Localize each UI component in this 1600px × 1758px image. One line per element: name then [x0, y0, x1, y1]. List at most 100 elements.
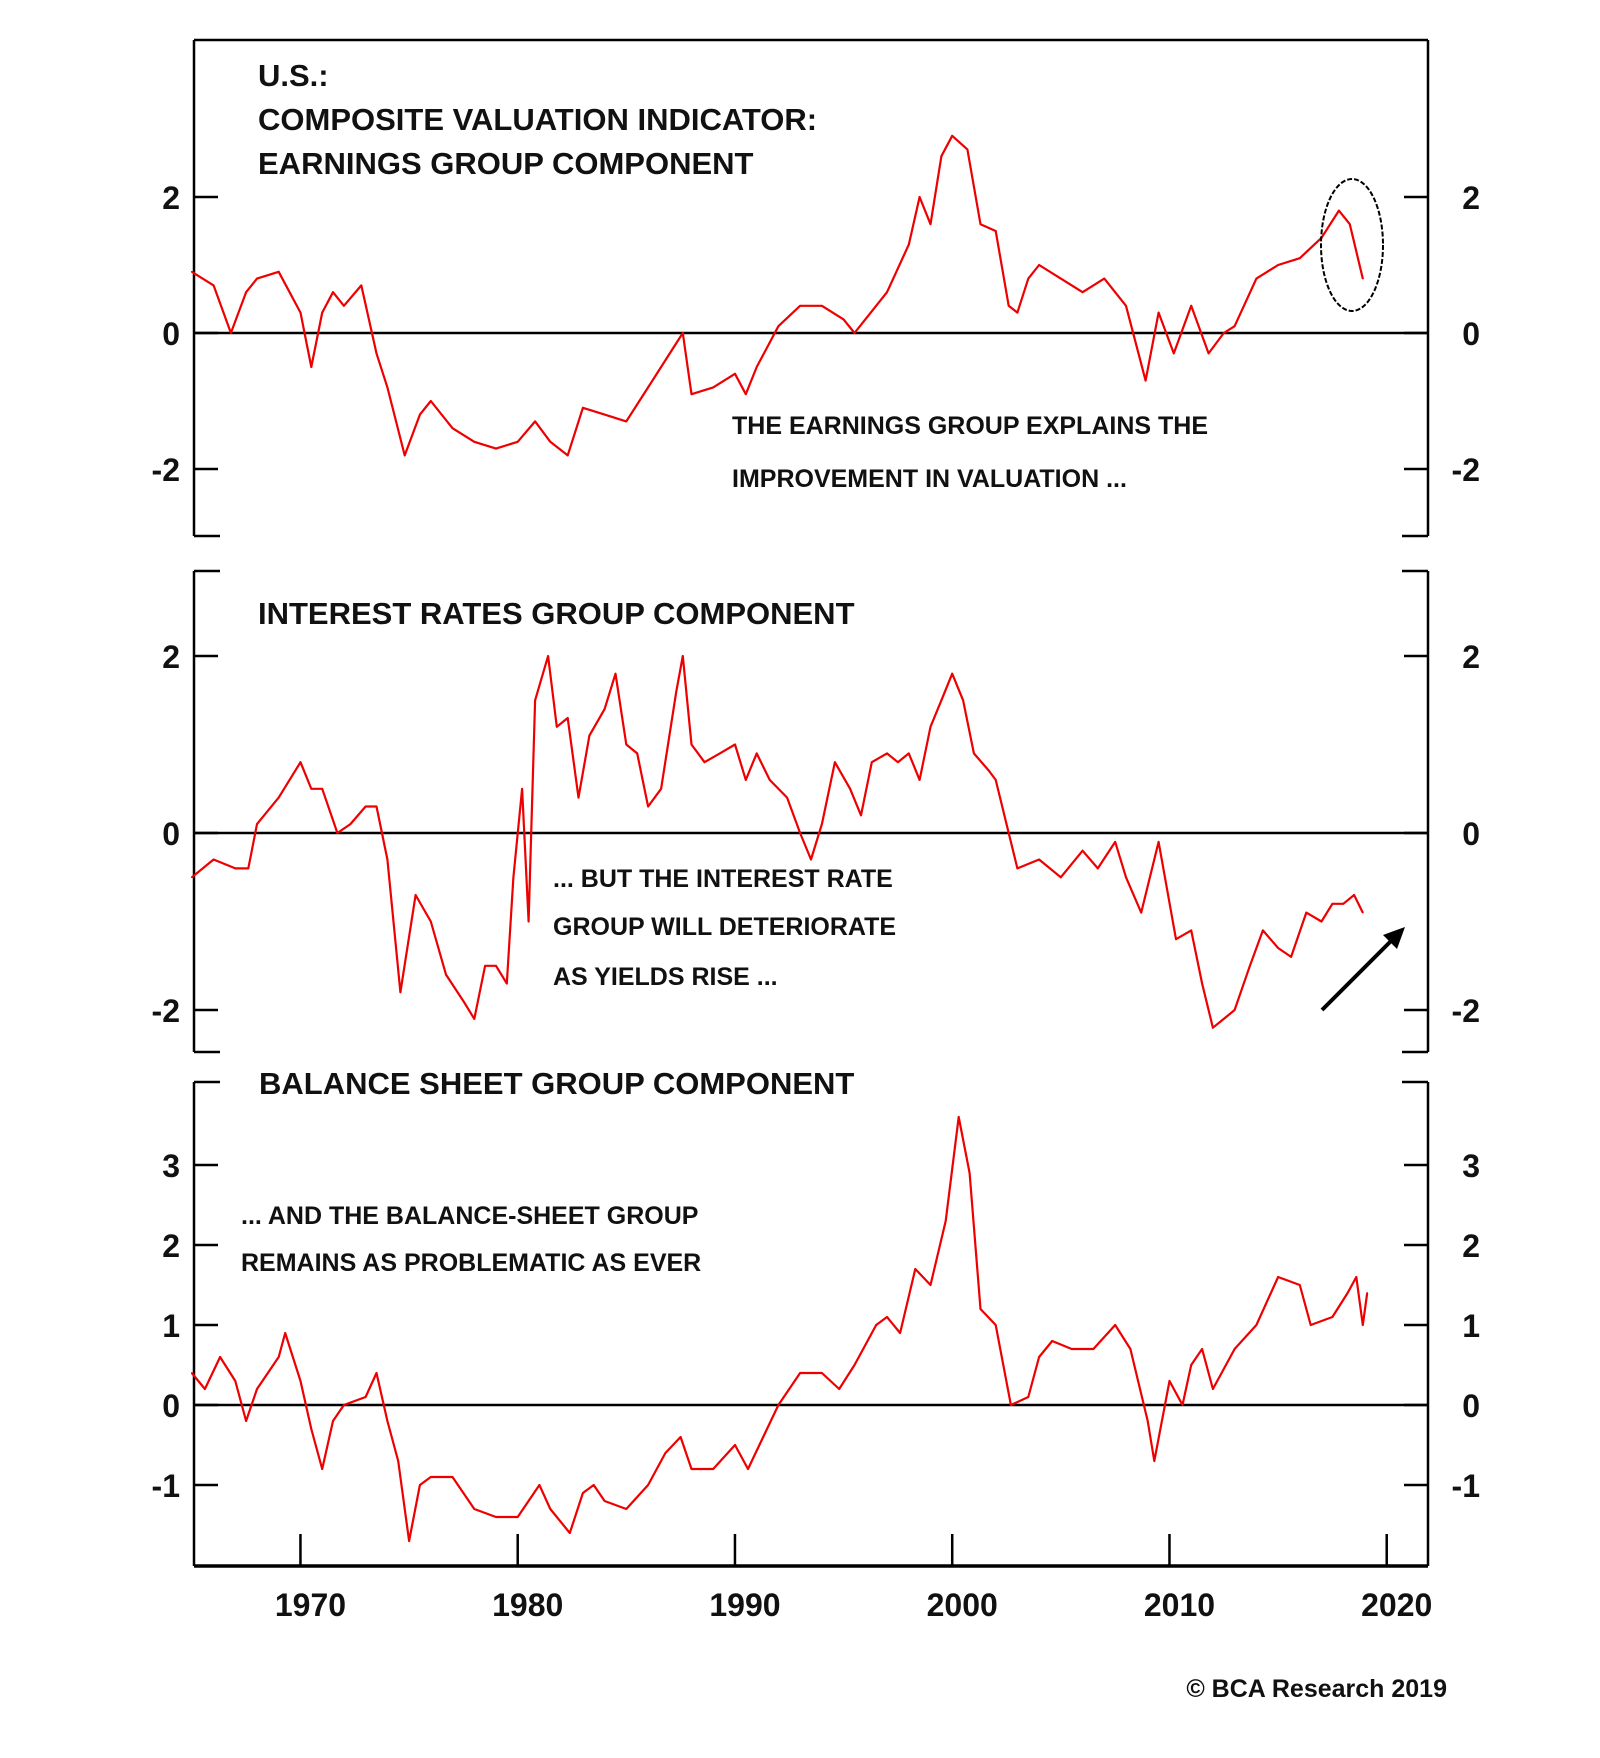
- data-point: [625, 420, 628, 423]
- data-point: [429, 920, 432, 923]
- data-point: [820, 304, 823, 307]
- data-point: [929, 223, 932, 226]
- series-line-3: [190, 1115, 1369, 1543]
- annotation-line: AS YIELDS RISE ...: [553, 963, 778, 991]
- data-point: [899, 1332, 901, 1334]
- annotation-line: REMAINS AS PROBLEMATIC AS EVER: [241, 1249, 701, 1277]
- data-point: [1027, 277, 1030, 280]
- data-point: [918, 196, 921, 198]
- data-point: [534, 699, 536, 702]
- data-point: [664, 1452, 667, 1454]
- data-point: [360, 284, 363, 287]
- data-point: [256, 823, 258, 826]
- data-point: [1201, 1348, 1203, 1350]
- data-point: [1144, 379, 1147, 382]
- data-point: [473, 440, 476, 443]
- data-point: [647, 386, 649, 389]
- data-point: [577, 796, 580, 799]
- data-point: [364, 805, 367, 808]
- data-point: [321, 787, 324, 790]
- data-point: [1129, 1348, 1132, 1350]
- data-point: [1233, 325, 1236, 328]
- data-point: [1016, 867, 1019, 870]
- copyright: © BCA Research 2019: [1186, 1675, 1447, 1703]
- data-point: [1361, 911, 1364, 914]
- data-point: [833, 761, 836, 764]
- data-point: [386, 386, 389, 389]
- y-tick-label-left: 2: [162, 639, 180, 675]
- data-point: [777, 1404, 780, 1406]
- data-point: [886, 752, 888, 755]
- annotation-line: THE EARNINGS GROUP EXPLAINS THE: [732, 412, 1208, 440]
- data-point: [1168, 1380, 1171, 1382]
- data-point: [310, 366, 313, 368]
- y-tick-label-right: 1: [1462, 1308, 1480, 1344]
- data-point: [690, 393, 693, 396]
- data-point: [245, 291, 248, 294]
- data-point: [1338, 209, 1340, 212]
- data-point: [1222, 1017, 1225, 1020]
- data-point: [1207, 352, 1210, 355]
- data-point: [190, 876, 193, 879]
- y-tick-label-right: -1: [1452, 1468, 1480, 1504]
- data-point: [534, 420, 536, 423]
- data-point: [219, 1356, 221, 1358]
- data-point: [660, 787, 662, 790]
- data-point: [1125, 304, 1127, 307]
- data-point: [375, 805, 378, 808]
- data-point: [1175, 938, 1177, 941]
- data-point: [399, 991, 402, 994]
- data-point: [429, 400, 432, 402]
- data-point: [660, 366, 662, 368]
- data-point: [718, 752, 721, 755]
- data-point: [386, 858, 389, 861]
- data-point: [1190, 929, 1193, 932]
- data-point: [875, 1324, 878, 1326]
- data-point: [1059, 277, 1062, 280]
- data-point: [957, 1116, 960, 1118]
- data-point: [951, 672, 954, 675]
- x-tick-label: 2010: [1144, 1587, 1215, 1623]
- data-point: [1331, 902, 1334, 905]
- data-point: [603, 708, 606, 710]
- data-point: [762, 1436, 765, 1438]
- data-point: [744, 779, 747, 781]
- callout-ellipse: [1320, 178, 1384, 312]
- data-point: [1190, 304, 1193, 307]
- y-tick-label-left: 3: [162, 1148, 180, 1184]
- data-point: [1172, 352, 1175, 355]
- data-point: [212, 858, 215, 861]
- data-point: [234, 867, 237, 870]
- data-point: [549, 440, 552, 443]
- data-point: [968, 1172, 971, 1174]
- data-point: [747, 1468, 749, 1470]
- data-point: [521, 787, 523, 790]
- data-point: [299, 761, 302, 764]
- data-point: [1222, 332, 1225, 334]
- data-point: [1114, 1324, 1117, 1326]
- y-tick-label-left: 1: [162, 1308, 180, 1344]
- data-point: [1103, 277, 1106, 280]
- data-point: [1212, 1388, 1214, 1390]
- y-tick-label-right: 0: [1462, 316, 1480, 352]
- x-tick-label: 2000: [927, 1587, 998, 1623]
- data-point: [1157, 840, 1160, 843]
- y-tick-label-left: 0: [162, 1388, 180, 1424]
- data-point: [914, 1268, 917, 1270]
- data-point: [786, 796, 789, 799]
- data-point: [681, 655, 684, 657]
- data-point: [321, 311, 324, 314]
- panel-title-line: INTEREST RATES GROUP COMPONENT: [258, 596, 855, 631]
- data-point: [979, 223, 982, 226]
- data-point: [284, 1332, 287, 1334]
- y-tick-label-left: 0: [162, 816, 180, 852]
- data-point: [403, 454, 406, 457]
- data-point: [321, 1468, 324, 1470]
- data-point: [1305, 911, 1308, 914]
- data-point: [690, 1468, 693, 1470]
- data-point: [799, 832, 802, 834]
- y-tick-label-left: -1: [152, 1468, 180, 1504]
- data-point: [1248, 964, 1251, 967]
- data-point: [462, 1000, 465, 1003]
- data-point: [886, 1316, 888, 1318]
